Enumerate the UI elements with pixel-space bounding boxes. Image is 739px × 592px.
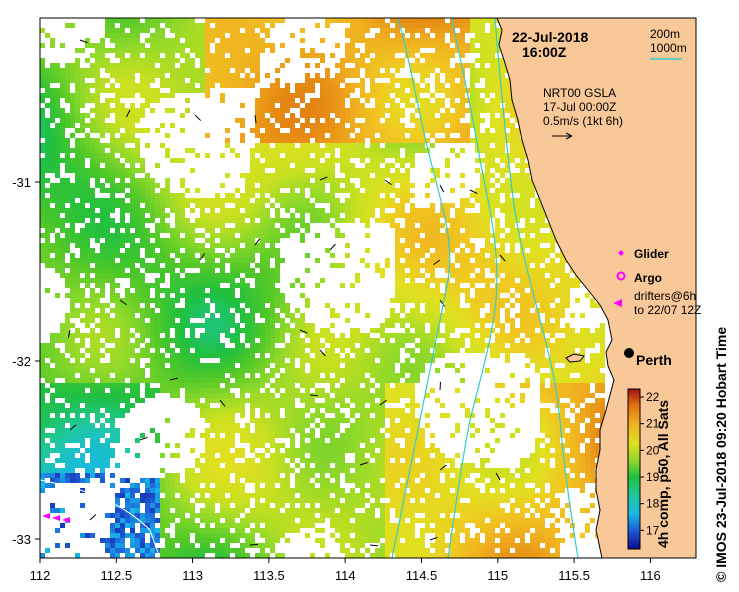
lon-tick-label: 112 — [30, 568, 51, 583]
contour-200m — [494, 18, 579, 558]
legend-drifters-line2: to 22/07 12Z — [634, 303, 701, 317]
current-vectors — [67, 39, 506, 547]
contour-1000m-b — [447, 18, 498, 558]
lon-tick-label: 112.5 — [101, 568, 133, 583]
city-label-perth: Perth — [636, 352, 672, 368]
latitude-axis: -31 -32 -33 — [12, 175, 40, 547]
lon-tick-label: 113.5 — [253, 568, 285, 583]
colorbar-tick-label: 19 — [646, 470, 660, 484]
contour-west-white — [40, 479, 161, 558]
credit-text: © IMOS 23-Jul-2018 09:20 Hobart Time — [713, 327, 729, 582]
colorbar-tick-label: 22 — [646, 390, 660, 404]
perth-marker-icon — [624, 348, 634, 358]
contour-label-200m: 200m — [650, 27, 680, 41]
colorbar-tick-label: 17 — [646, 523, 660, 537]
lon-tick-label: 115.5 — [558, 568, 590, 583]
colorbar-ticks: 17 18 19 20 21 22 — [640, 390, 660, 537]
lat-tick-label: -33 — [12, 532, 31, 547]
lon-tick-label: 114.5 — [406, 568, 438, 583]
argo-marker-icon — [616, 271, 626, 281]
drifter-icon — [52, 515, 60, 521]
drifter-icon — [42, 513, 50, 519]
lon-tick-label: 114 — [335, 568, 356, 583]
map-date: 22-Jul-2018 — [512, 29, 588, 45]
sst-field — [40, 18, 605, 558]
longitude-axis: 112 112.5 113 113.5 114 114.5 115 115.5 116 — [30, 558, 661, 583]
colorbar-tick-label: 20 — [646, 443, 660, 457]
glider-marker-icon — [618, 250, 624, 256]
contour-label-1000m: 1000m — [650, 41, 687, 55]
colorbar-tick-label: 21 — [646, 417, 660, 431]
land-western-australia — [496, 18, 696, 558]
legend-argo: Argo — [634, 271, 662, 285]
drifter-tracks — [42, 513, 70, 523]
lon-tick-label: 115 — [487, 568, 508, 583]
gsla-line1: NRT00 GSLA — [543, 86, 616, 100]
gsla-scale-arrow-icon — [552, 132, 573, 140]
gsla-line3: 0.5m/s (1kt 6h) — [543, 114, 623, 128]
map-time: 16:00Z — [522, 44, 567, 60]
colorbar-tick-label: 18 — [646, 497, 660, 511]
contour-1000m-a — [391, 18, 451, 558]
legend-glider: Glider — [634, 247, 669, 261]
drifter-marker-icon — [613, 299, 622, 307]
legend-drifters-line1: drifters@6h — [634, 289, 696, 303]
drifter-icon — [62, 517, 70, 523]
plot-frame — [39, 17, 697, 559]
lat-tick-label: -31 — [12, 175, 31, 190]
gsla-line2: 17-Jul 00:00Z — [543, 100, 616, 114]
lat-tick-label: -32 — [12, 354, 31, 369]
island-rottnest — [565, 353, 585, 363]
lon-tick-label: 116 — [640, 568, 661, 583]
colorbar — [627, 388, 641, 550]
lon-tick-label: 113 — [182, 568, 203, 583]
colorbar-label: 4h comp, p50, All Sats — [655, 400, 671, 548]
